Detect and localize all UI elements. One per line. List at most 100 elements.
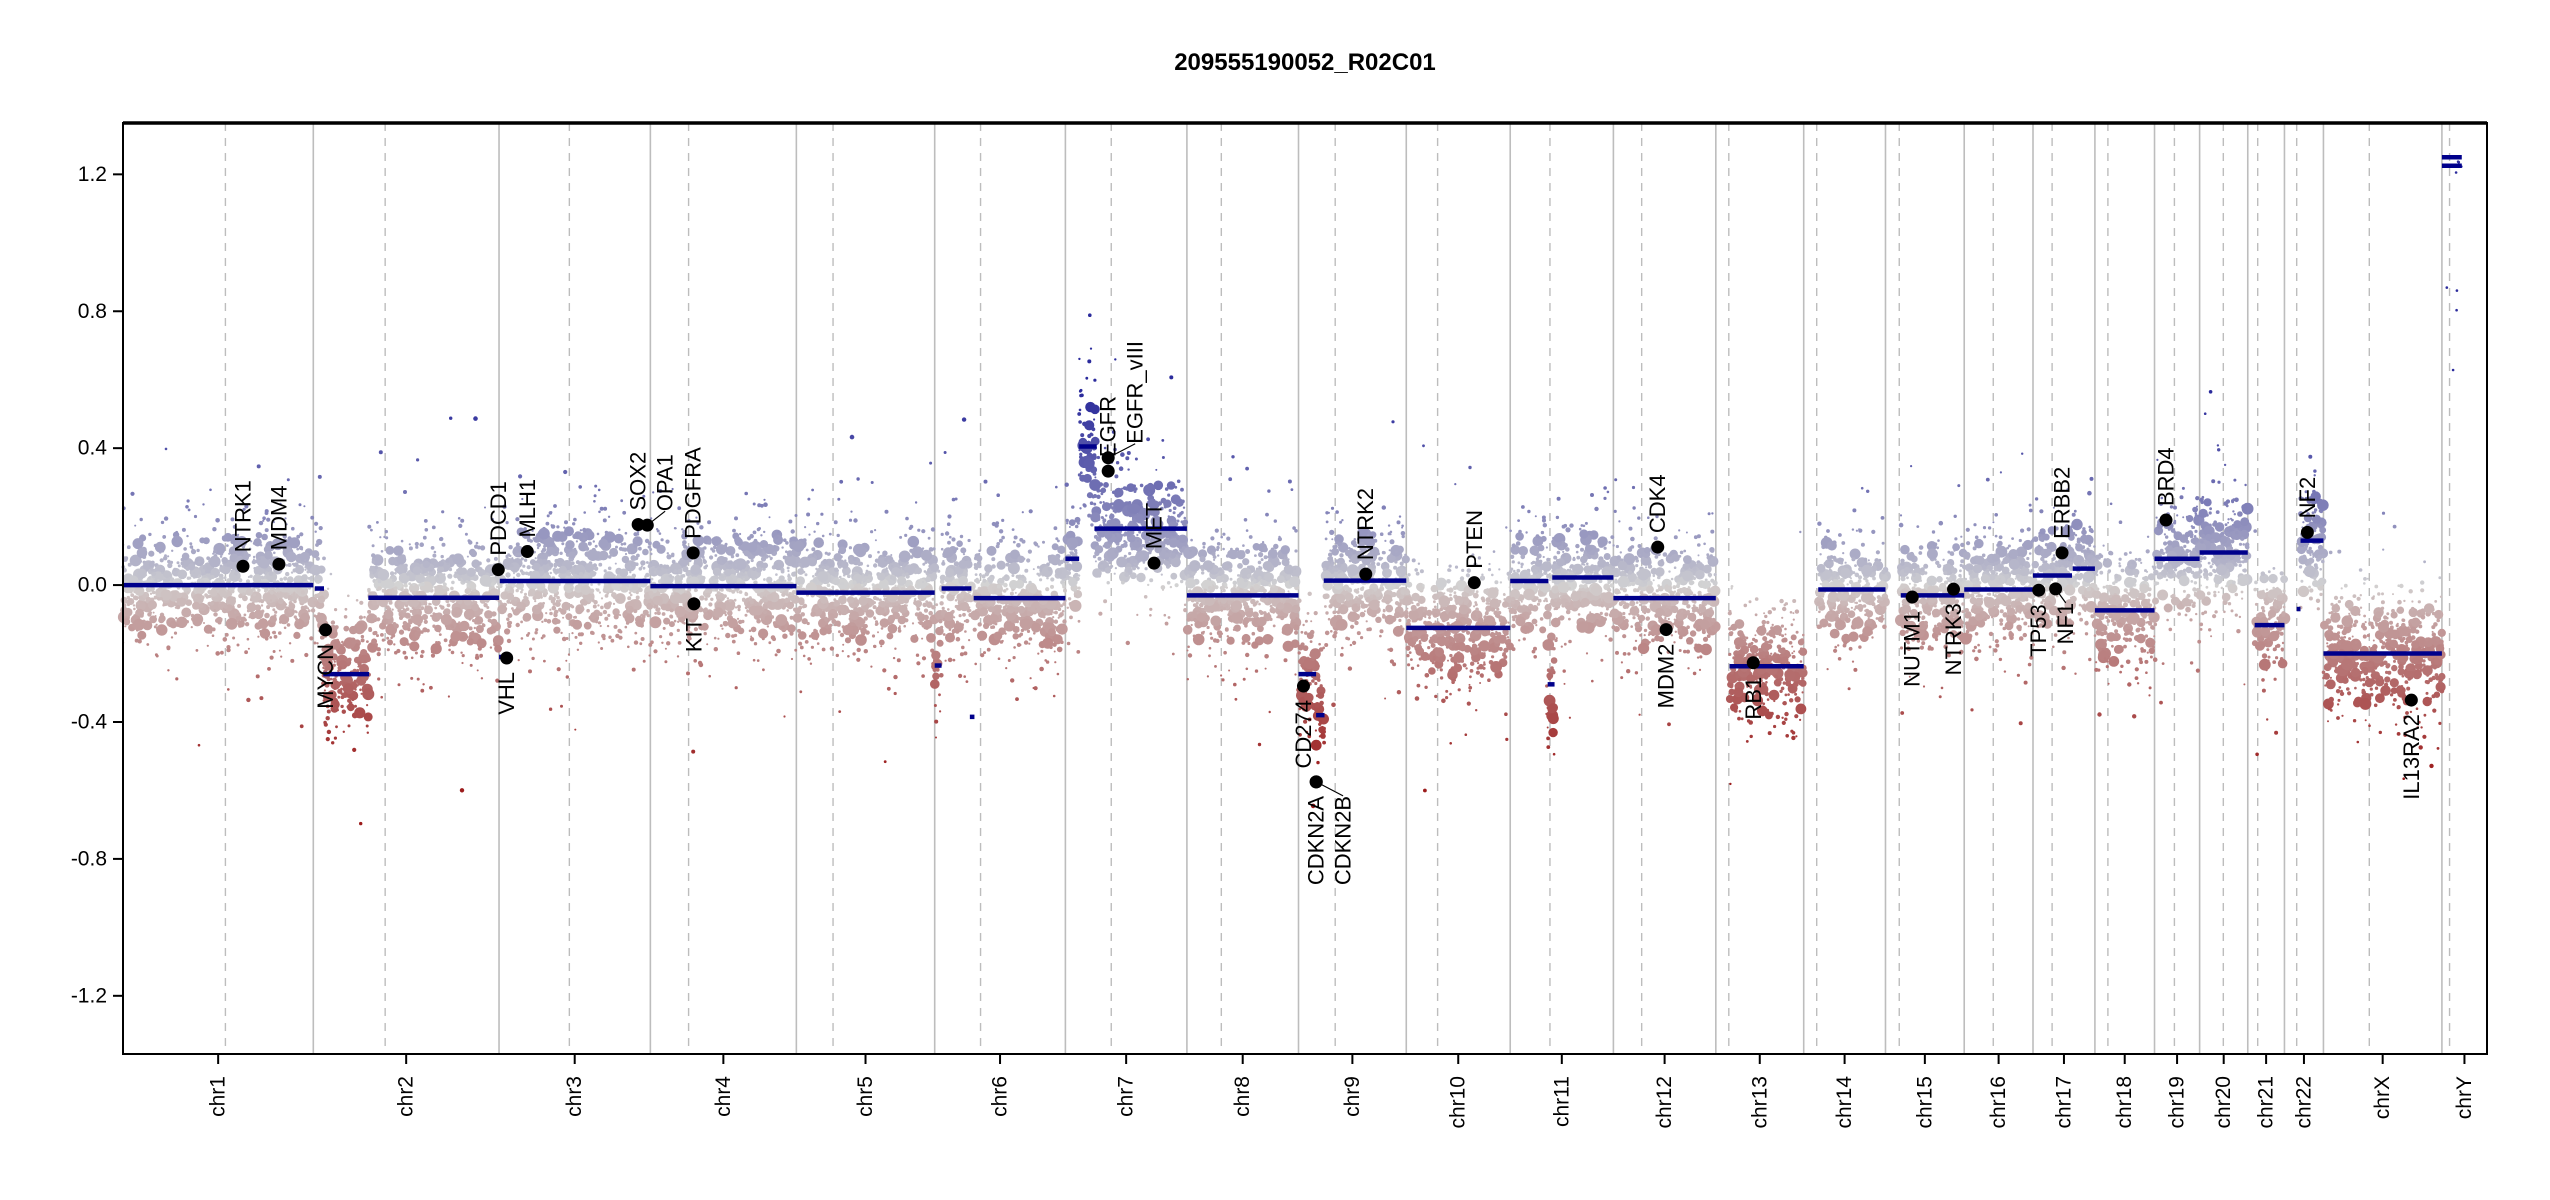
probe-point [816,642,820,645]
probe-point [736,591,739,594]
probe-point [196,548,200,553]
probe-point [1208,550,1211,553]
probe-point [1167,493,1171,497]
probe-point [330,677,333,681]
probe-point [601,633,606,639]
probe-point [344,607,348,611]
probe-point [224,632,229,637]
probe-point [833,520,838,525]
probe-point [877,550,880,554]
probe-point [1020,618,1033,631]
probe-point [448,644,451,647]
probe-point [209,488,212,492]
probe-point [260,599,265,604]
probe-point [490,517,494,522]
probe-point [1056,646,1063,653]
probe-point [1069,599,1082,612]
probe-point [553,593,558,598]
probe-point [282,534,287,539]
probe-point [315,578,319,583]
probe-point [1149,614,1152,617]
probe-point [529,539,533,543]
probe-point [380,633,384,637]
probe-point [166,645,171,650]
probe-point [916,578,927,589]
probe-point [921,674,925,678]
probe-point [822,558,828,565]
probe-point [732,528,736,533]
probe-point [911,635,914,639]
probe-point [1123,540,1126,543]
probe-point [152,577,156,580]
probe-point [1165,553,1169,558]
probe-point [410,676,414,680]
probe-point [304,566,307,569]
probe-point [923,614,929,621]
probe-point [1063,588,1067,593]
probe-point [664,660,668,664]
probe-point [1036,572,1040,576]
probe-point [947,540,951,545]
probe-point [705,564,709,568]
probe-point [343,615,348,619]
probe-point [507,613,513,618]
probe-point [638,546,642,551]
probe-point [624,613,635,624]
probe-point [236,643,240,647]
probe-point [523,558,528,562]
probe-point [372,631,377,636]
probe-point [247,553,251,557]
probe-point [543,536,555,548]
probe-point [709,555,714,560]
probe-point [1080,433,1085,438]
probe-point [921,656,927,661]
probe-point [213,613,217,616]
probe-point [252,593,256,597]
probe-point [633,640,639,645]
probe-point [852,556,857,561]
probe-point [628,591,632,595]
probe-point [134,586,145,596]
probe-point [776,539,779,542]
probe-point [213,549,217,554]
probe-point [556,525,560,529]
probe-point [930,527,936,532]
probe-point [477,561,482,566]
probe-point [264,528,269,533]
probe-point [1120,452,1125,457]
probe-point [856,622,860,625]
probe-point [1136,613,1139,617]
probe-point [797,568,805,575]
probe-point [868,554,872,559]
probe-point [676,628,680,633]
probe-point [860,583,864,587]
probe-point [317,581,320,584]
probe-point [1115,461,1120,465]
probe-point [793,571,797,574]
probe-point [683,544,688,549]
probe-point [404,583,408,588]
probe-point [728,599,732,603]
probe-point [411,590,416,596]
probe-point [630,499,633,501]
probe-point [927,536,931,540]
probe-point [653,595,663,606]
probe-point [875,606,885,616]
probe-point [607,555,612,559]
probe-point [610,638,615,643]
probe-point [420,649,425,654]
probe-point [534,557,537,560]
probe-point [668,574,673,578]
probe-point [798,641,803,646]
probe-point [850,510,853,513]
probe-point [777,530,780,534]
probe-point [376,647,381,652]
probe-point [738,590,743,594]
probe-point [316,642,319,645]
probe-point [995,521,1000,525]
probe-point [473,563,479,568]
probe-point [883,613,887,617]
probe-point [786,566,790,570]
probe-point [381,579,391,589]
probe-point [810,631,820,640]
